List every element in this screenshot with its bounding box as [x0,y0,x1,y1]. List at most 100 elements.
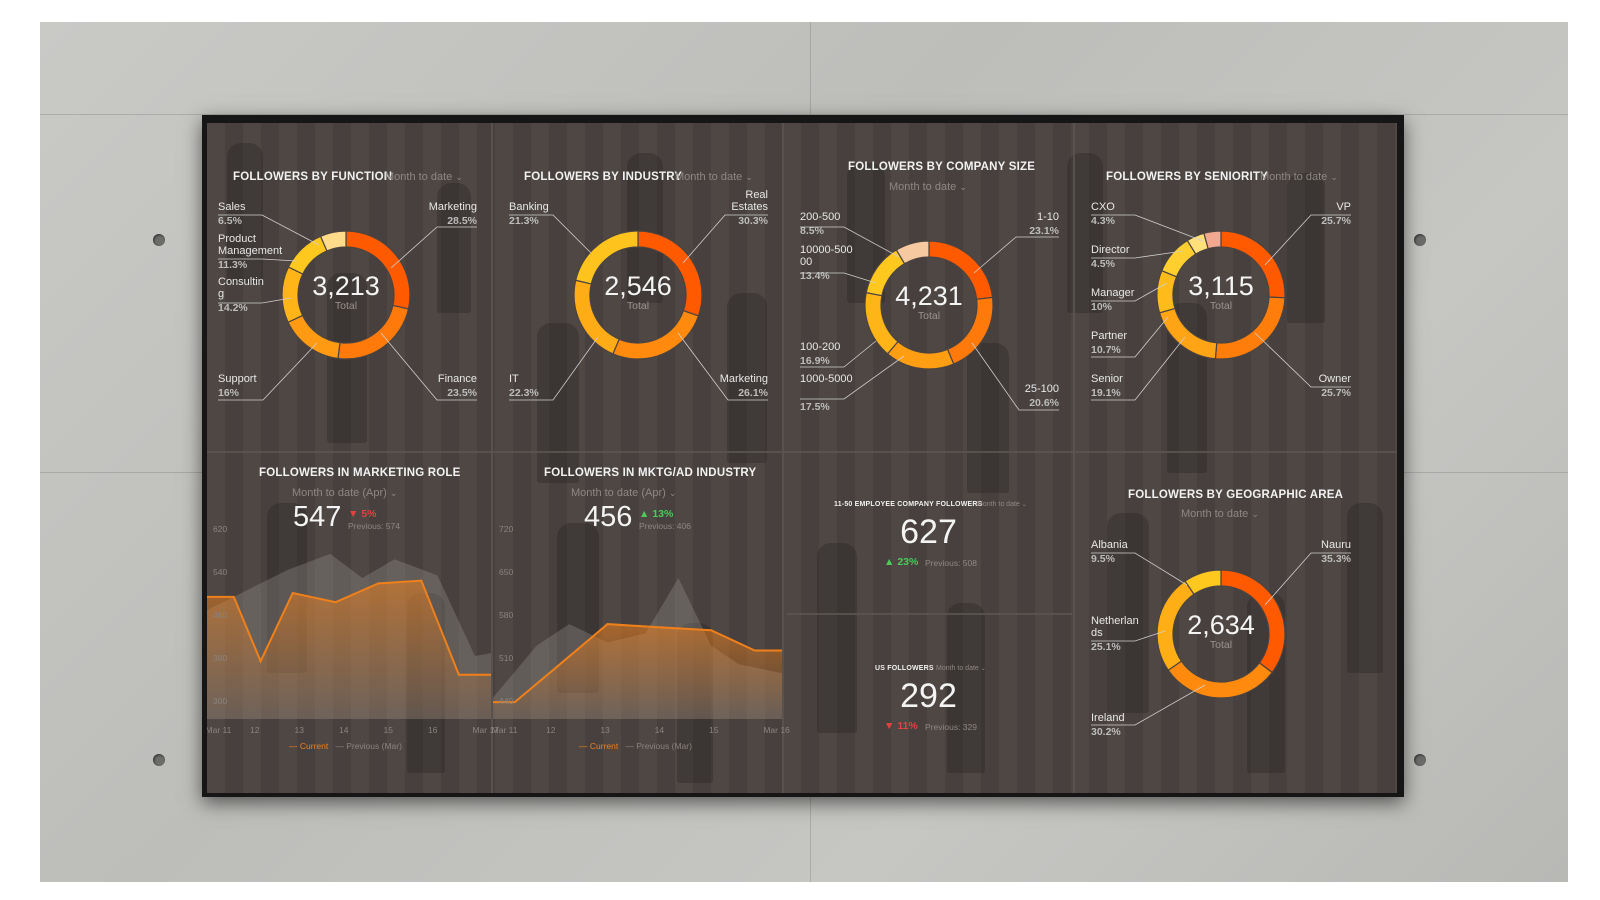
legend-label-ireland: Ireland 30.2% [1091,712,1125,738]
y-tick-label: 300 [213,696,228,706]
panel-followers-by-seniority: FOLLOWERS BY SENIORITY Month to date ⌄ 3… [1075,123,1397,451]
period-dropdown[interactable]: Month to date ⌄ [675,171,753,183]
chart-legend: — Current — Previous (Mar) [579,741,692,751]
panel-followers-in-marketing-role: FOLLOWERS IN MARKETING ROLE Month to dat… [207,453,499,793]
panel-title: FOLLOWERS IN MKTG/AD INDUSTRY [544,467,757,479]
x-tick-label: 13 [600,725,610,735]
change-indicator: ▼ 11% [884,720,918,732]
leader-lines [800,226,1059,411]
period-dropdown[interactable]: Month to date ⌄ [1260,171,1338,183]
change-indicator: ▲ 13% [639,508,674,520]
legend-label-finance: Finance 23.5% [437,373,477,399]
panel-title: FOLLOWERS BY SENIORITY [1106,171,1269,183]
current-value: 547 [293,501,342,533]
total-value: 2,634 [1187,610,1255,640]
legend-current-marker: — [289,741,298,751]
y-tick-label: 460 [213,610,228,620]
total-value: 3,115 [1188,271,1254,301]
y-tick-label: 540 [213,567,228,577]
donut-chart [281,230,411,360]
legend-label-director: Director 4.5% [1091,244,1130,270]
line-chart [207,553,491,719]
donut-center: 2,634 Total [1171,611,1271,651]
panel-followers-by-function: FOLLOWERS BY FUNCTION Month to date ⌄ 3,… [207,123,491,451]
donut-center: 4,231 Total [879,282,979,322]
y-tick-label: 510 [499,653,514,663]
x-tick-label: 16 [427,725,438,735]
legend-label-vp: VP 25.7% [1321,201,1351,227]
total-value: 3,213 [312,271,380,301]
chart-legend: — Current — Previous (Mar) [289,741,402,751]
x-tick-label: 12 [546,725,556,735]
leader-lines [1091,214,1351,401]
y-tick-label: 620 [213,524,228,534]
chevron-down-icon: ⌄ [1330,172,1338,182]
triangle-down-icon: ▼ [884,720,895,732]
panel-title: US FOLLOWERS [875,665,934,672]
current-value: 292 [900,677,957,715]
total-value: 2,546 [604,271,672,301]
legend-label-real-estates: Real Estates 30.3% [731,189,768,227]
change-indicator: ▼ 5% [348,508,377,520]
current-series-area [493,624,782,719]
panel-title: FOLLOWERS BY GEOGRAPHIC AREA [1128,489,1344,501]
x-tick-label: 15 [383,725,393,735]
period-dropdown[interactable]: Month to date ⌄ [1181,508,1259,520]
donut-segment-banking[interactable] [574,230,639,285]
current-series-line[interactable] [207,579,491,676]
legend-label-25-100: 25-100 20.6% [1024,383,1059,409]
period-dropdown[interactable]: Month to date ⌄ [385,171,463,183]
current-series-area [207,580,491,719]
previous-value: Previous: 508 [925,558,977,568]
total-label: Total [626,300,650,312]
panel-title: FOLLOWERS IN MARKETING ROLE [259,467,461,479]
wall-bolt [1414,754,1426,766]
panel-title: 11-50 EMPLOYEE COMPANY FOLLOWERS [834,501,983,508]
panel-us-followers: US FOLLOWERS Month to date ⌄ 292 ▼ 11% P… [784,615,1073,793]
donut-chart [1156,230,1286,360]
chevron-down-icon: ⌄ [745,172,753,182]
total-label: Total [334,300,358,312]
current-series-line[interactable] [493,623,782,704]
legend-label-netherlands: Netherlan ds 25.1% [1091,615,1139,653]
legend-label-1000-5000: 1000-5000 17.5% [800,373,853,413]
period-dropdown[interactable]: Month to date ⌄ [936,665,986,672]
chevron-down-icon: ⌄ [455,172,463,182]
legend-label-product-management: Product Management 11.3% [218,233,283,271]
period-dropdown[interactable]: Month to date ⌄ [977,501,1027,508]
legend-label-1-10: 1-10 23.1% [1029,211,1059,237]
line-chart [493,578,782,719]
legend-label-marketing: Marketing 28.5% [428,201,477,227]
y-tick-label: 380 [213,653,228,663]
legend-label-consulting: Consultin g 14.2% [218,276,264,314]
legend-previous-marker: — [625,741,634,751]
legend-label-cxo: CXO 4.3% [1091,201,1115,227]
triangle-up-icon: ▲ [884,556,895,568]
legend-label-partner: Partner 10.7% [1091,330,1128,356]
donut-segment-albania[interactable] [1184,569,1222,596]
x-tick-label: 14 [339,725,349,735]
panel-title: FOLLOWERS BY COMPANY SIZE [848,161,1036,173]
legend-label-owner: Owner 25.7% [1318,373,1351,399]
panel-followers-by-geographic-area: FOLLOWERS BY GEOGRAPHIC AREA Month to da… [1075,453,1397,793]
donut-segment-sales[interactable] [319,230,347,252]
donut-segment-200-500[interactable] [895,240,930,265]
triangle-down-icon: ▼ [348,508,359,520]
donut-chart [1156,569,1286,699]
x-tick-label: 13 [294,725,304,735]
wall-bolt [1414,234,1426,246]
donut-segment-cxo[interactable] [1203,230,1222,250]
period-dropdown[interactable]: Month to date (Apr) ⌄ [571,487,677,499]
current-value: 456 [584,501,633,533]
previous-value: Previous: 406 [639,521,691,531]
period-dropdown[interactable]: Month to date ⌄ [889,181,967,193]
wall-bolt [153,754,165,766]
donut-chart [864,240,994,370]
chevron-down-icon: ⌄ [1251,509,1259,519]
period-dropdown[interactable]: Month to date (Apr) ⌄ [292,487,398,499]
y-tick-label: 440 [499,696,514,706]
legend-label-manager: Manager 10% [1091,287,1135,313]
chevron-down-icon: ⌄ [1021,502,1027,508]
x-tick-label: Mar 11 [491,725,518,735]
donut-center: 3,115 Total [1171,272,1271,312]
